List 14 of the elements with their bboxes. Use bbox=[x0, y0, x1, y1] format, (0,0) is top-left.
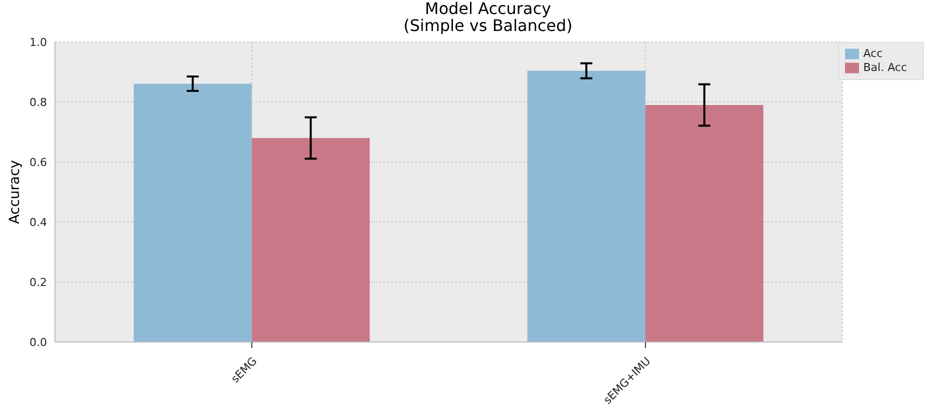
y-tick-label: 0.4 bbox=[30, 216, 47, 229]
legend-label: Bal. Acc bbox=[863, 61, 907, 74]
chart-title: Model Accuracy (Simple vs Balanced) bbox=[402, 0, 574, 35]
bar bbox=[252, 138, 370, 342]
y-tick-label: 1.0 bbox=[30, 36, 47, 49]
bar bbox=[527, 70, 646, 342]
y-tick-label: 0.2 bbox=[30, 276, 47, 289]
y-axis-title: Accuracy bbox=[6, 160, 23, 224]
y-tick-label: 0.8 bbox=[30, 96, 47, 109]
y-tick-label: 0.6 bbox=[30, 156, 47, 169]
bar bbox=[645, 105, 764, 342]
bar bbox=[134, 84, 252, 342]
y-tick-label: 0.0 bbox=[30, 336, 47, 349]
legend-label: Acc bbox=[863, 47, 883, 60]
